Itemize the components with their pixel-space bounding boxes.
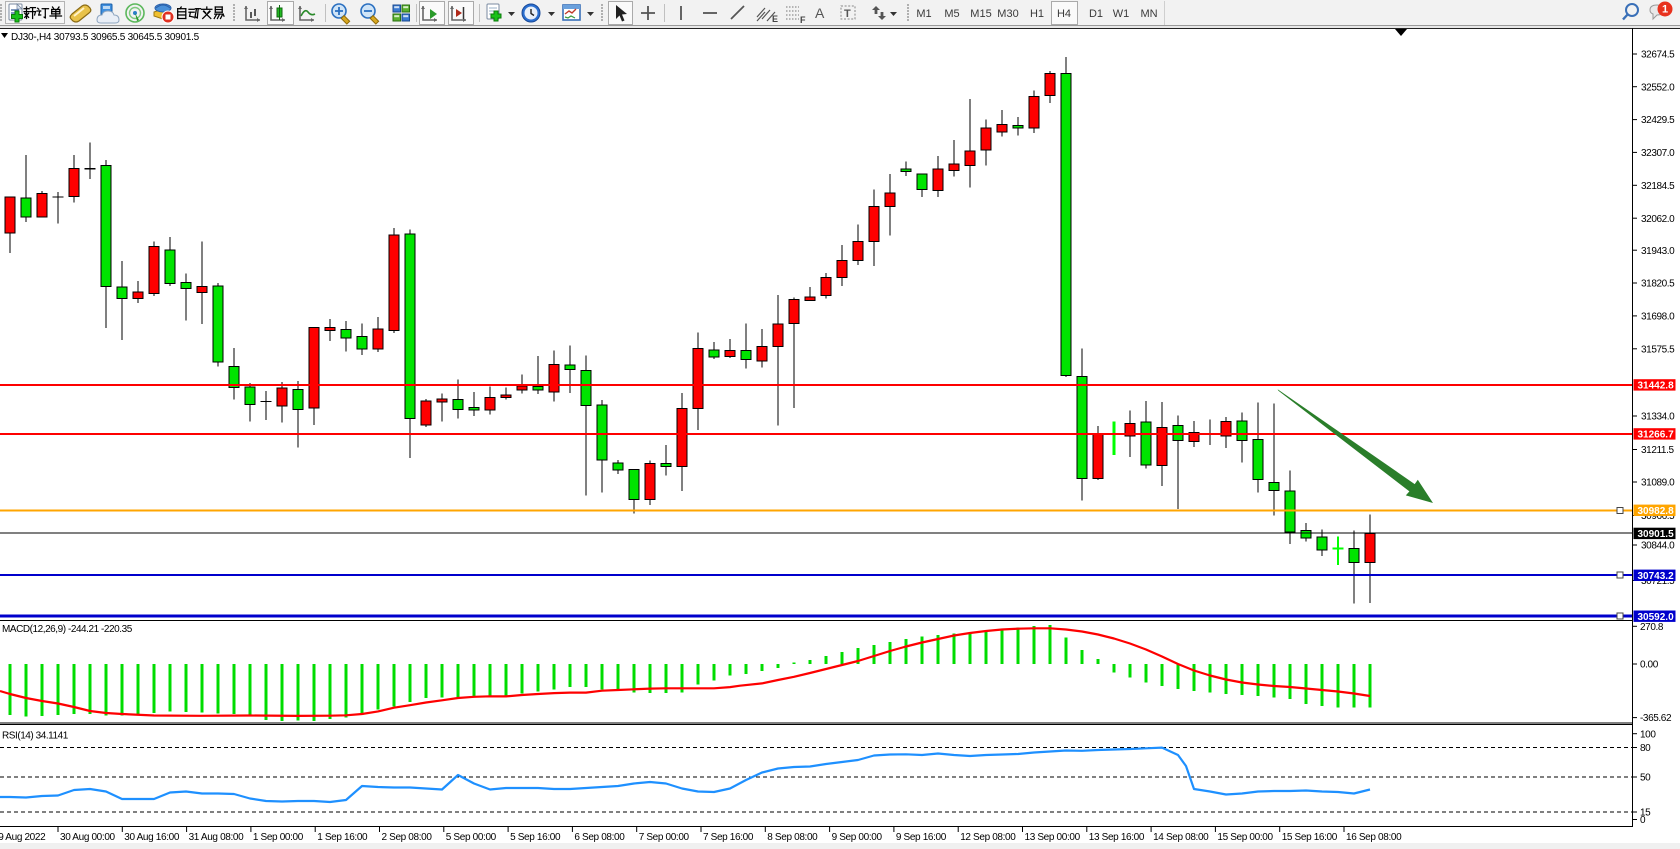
- svg-text:31089.0: 31089.0: [1641, 478, 1675, 489]
- svg-text:32184.5: 32184.5: [1641, 181, 1675, 192]
- svg-text:31943.0: 31943.0: [1641, 246, 1675, 257]
- svg-text:31 Aug 08:00: 31 Aug 08:00: [189, 832, 245, 843]
- svg-text:30 Aug 16:00: 30 Aug 16:00: [124, 832, 180, 843]
- svg-text:T: T: [844, 8, 851, 20]
- svg-text:1 Sep 16:00: 1 Sep 16:00: [317, 832, 368, 843]
- svg-text:13 Sep 16:00: 13 Sep 16:00: [1089, 832, 1145, 843]
- svg-text:32552.0: 32552.0: [1641, 82, 1675, 93]
- svg-text:M15: M15: [970, 8, 991, 20]
- svg-text:W1: W1: [1113, 8, 1130, 20]
- svg-text:30982.8: 30982.8: [1638, 506, 1675, 517]
- svg-text:31820.5: 31820.5: [1641, 279, 1675, 290]
- svg-text:2 Sep 08:00: 2 Sep 08:00: [382, 832, 433, 843]
- svg-text:30743.2: 30743.2: [1638, 571, 1675, 582]
- svg-text:30966.5: 30966.5: [1641, 511, 1675, 522]
- svg-text:100: 100: [1640, 729, 1656, 740]
- svg-text:31334.0: 31334.0: [1641, 412, 1675, 423]
- svg-text:31698.0: 31698.0: [1641, 312, 1675, 323]
- svg-text:30592.0: 30592.0: [1638, 612, 1675, 623]
- svg-text:32307.0: 32307.0: [1641, 148, 1675, 159]
- svg-text:29 Aug 2022: 29 Aug 2022: [0, 832, 46, 843]
- svg-text:7 Sep 16:00: 7 Sep 16:00: [703, 832, 754, 843]
- svg-text:32674.5: 32674.5: [1641, 50, 1675, 61]
- svg-text:50: 50: [1640, 773, 1651, 784]
- svg-text:15 Sep 00:00: 15 Sep 00:00: [1217, 832, 1273, 843]
- svg-text:30844.0: 30844.0: [1641, 541, 1675, 552]
- svg-text:0: 0: [1640, 815, 1646, 826]
- svg-text:31442.8: 31442.8: [1638, 381, 1675, 392]
- svg-text:M1: M1: [916, 8, 931, 20]
- svg-text:12 Sep 08:00: 12 Sep 08:00: [960, 832, 1016, 843]
- svg-text:31266.7: 31266.7: [1638, 430, 1675, 441]
- svg-text:F: F: [800, 15, 806, 25]
- svg-text:E: E: [772, 14, 778, 24]
- svg-text:15: 15: [1640, 808, 1651, 819]
- svg-text:30 Aug 00:00: 30 Aug 00:00: [60, 832, 116, 843]
- svg-text:30901.5: 30901.5: [1638, 529, 1675, 540]
- svg-text:H4: H4: [1057, 8, 1071, 20]
- svg-text:5 Sep 00:00: 5 Sep 00:00: [446, 832, 497, 843]
- svg-text:7 Sep 00:00: 7 Sep 00:00: [639, 832, 690, 843]
- svg-text:DJ30-,H4 30793.5 30965.5 3064: DJ30-,H4 30793.5 30965.5 30645.5 30901.5: [11, 32, 200, 43]
- svg-text:30721.5: 30721.5: [1641, 576, 1675, 587]
- svg-text:0.00: 0.00: [1640, 660, 1659, 671]
- svg-text:H1: H1: [1030, 8, 1044, 20]
- svg-text:80: 80: [1640, 743, 1651, 754]
- svg-text:14 Sep 08:00: 14 Sep 08:00: [1153, 832, 1209, 843]
- svg-text:31575.5: 31575.5: [1641, 344, 1675, 355]
- svg-text:D1: D1: [1089, 8, 1103, 20]
- svg-text:5 Sep 16:00: 5 Sep 16:00: [510, 832, 561, 843]
- svg-text:MACD(12,26,9) -244.21 -220.35: MACD(12,26,9) -244.21 -220.35: [2, 624, 133, 635]
- svg-text:RSI(14) 34.1141: RSI(14) 34.1141: [2, 731, 69, 742]
- svg-text:9 Sep 00:00: 9 Sep 00:00: [832, 832, 883, 843]
- svg-text:32429.5: 32429.5: [1641, 115, 1675, 126]
- svg-text:9 Sep 16:00: 9 Sep 16:00: [896, 832, 947, 843]
- svg-text:16 Sep 08:00: 16 Sep 08:00: [1346, 832, 1402, 843]
- svg-text:6 Sep 08:00: 6 Sep 08:00: [574, 832, 625, 843]
- svg-text:-365.62: -365.62: [1640, 713, 1672, 724]
- svg-text:13 Sep 00:00: 13 Sep 00:00: [1025, 832, 1081, 843]
- svg-text:1: 1: [1662, 4, 1668, 16]
- svg-text:32062.0: 32062.0: [1641, 214, 1675, 225]
- svg-text:1 Sep 00:00: 1 Sep 00:00: [253, 832, 304, 843]
- svg-text:A: A: [815, 5, 825, 21]
- svg-text:8 Sep 08:00: 8 Sep 08:00: [767, 832, 818, 843]
- svg-text:270.8: 270.8: [1640, 622, 1664, 633]
- svg-text:31211.5: 31211.5: [1641, 445, 1674, 456]
- svg-text:M30: M30: [997, 8, 1018, 20]
- svg-text:MN: MN: [1140, 8, 1157, 20]
- svg-text:15 Sep 16:00: 15 Sep 16:00: [1282, 832, 1338, 843]
- svg-text:M5: M5: [944, 8, 959, 20]
